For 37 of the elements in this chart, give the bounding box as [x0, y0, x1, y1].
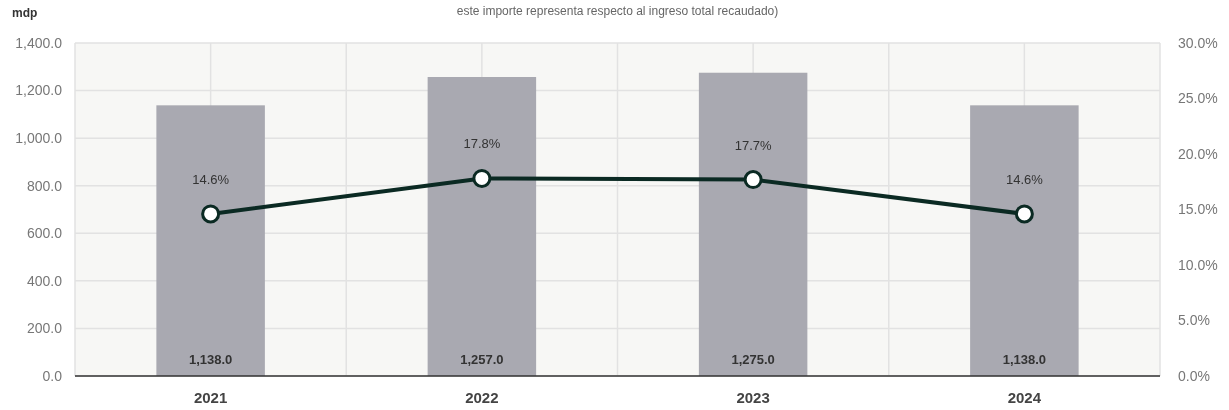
x-tick-label: 2021 — [193, 389, 228, 406]
point — [472, 168, 492, 188]
chart-subtitle: este importe representa respecto al ingreso total recaudado) — [456, 4, 779, 18]
point — [743, 170, 763, 190]
y-tick-label: 600.0 — [26, 225, 63, 242]
bar — [156, 105, 265, 376]
x-tick-label: 2024 — [1007, 389, 1042, 406]
point — [201, 204, 221, 224]
bar — [427, 77, 537, 376]
bar — [698, 72, 808, 376]
data-label: 14.6% — [192, 171, 230, 187]
y-axis-title: mdp — [12, 6, 38, 20]
y-tick-label: 1,200.0 — [15, 82, 63, 99]
y2-tick-label: 5.0% — [1178, 312, 1210, 329]
data-label: 1,257.0 — [460, 352, 504, 367]
y2-tick-label: 20.0% — [1178, 145, 1218, 162]
data-label: 1,138.0 — [1002, 352, 1047, 367]
data-label: 14.6% — [1005, 171, 1044, 187]
y-tick-label: 1,000.0 — [15, 130, 63, 147]
y-tick-label: 1,400.0 — [15, 34, 63, 51]
y2-tick-label: 30.0% — [1178, 34, 1218, 51]
y2-tick-label: 25.0% — [1178, 90, 1218, 107]
y2-tick-label: 10.0% — [1178, 256, 1218, 273]
y2-tick-label: 0.0% — [1178, 367, 1210, 384]
point — [1014, 204, 1034, 224]
x-tick-label: 2022 — [465, 389, 499, 406]
data-label: 1,275.0 — [731, 352, 775, 367]
y-tick-label: 0.0 — [42, 367, 63, 384]
y-tick-label: 800.0 — [26, 177, 63, 194]
y-tick-label: 400.0 — [26, 272, 63, 289]
bar — [970, 105, 1079, 376]
y-tick-label: 200.0 — [26, 320, 63, 337]
data-label: 17.7% — [734, 137, 772, 153]
data-label: 17.8% — [463, 136, 501, 152]
y2-tick-label: 15.0% — [1178, 201, 1218, 218]
data-label: 1,138.0 — [188, 352, 233, 367]
x-tick-label: 2023 — [736, 389, 770, 406]
